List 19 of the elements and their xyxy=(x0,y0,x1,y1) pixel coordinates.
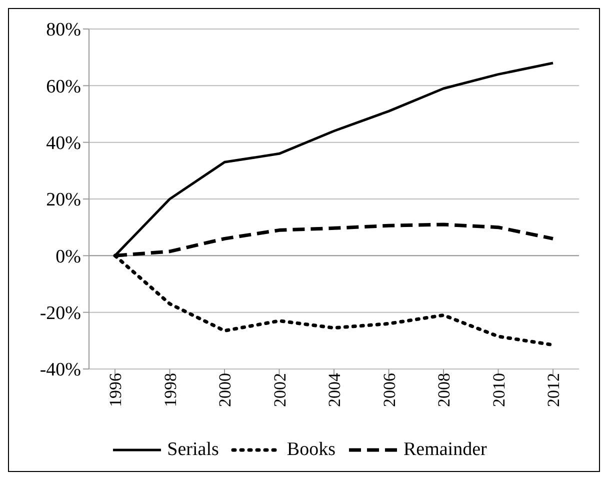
y-tick-label: 60% xyxy=(46,76,82,98)
x-tick-label: 2000 xyxy=(216,373,235,407)
x-tick-label: 2006 xyxy=(380,373,399,407)
y-tick-label: 20% xyxy=(46,190,82,211)
x-tick-label: 1996 xyxy=(106,373,126,407)
y-tick-label: 80% xyxy=(46,20,82,41)
x-tick-label: 2010 xyxy=(489,373,508,407)
x-tick-label: 2012 xyxy=(544,373,564,407)
x-tick-label: 2004 xyxy=(325,372,344,407)
x-tick-label: 2002 xyxy=(270,373,290,407)
x-tick-label: 1998 xyxy=(160,373,180,407)
y-tick-label: -20% xyxy=(40,303,82,324)
legend-label: Books xyxy=(286,439,336,461)
x-tick-label: 2008 xyxy=(434,373,454,407)
y-tick-label: 40% xyxy=(46,133,82,154)
y-tick-label: -40% xyxy=(40,360,82,381)
legend-label: Remainder xyxy=(403,439,487,461)
legend-label: Serials xyxy=(167,439,219,461)
y-tick-label: 0% xyxy=(56,246,82,268)
